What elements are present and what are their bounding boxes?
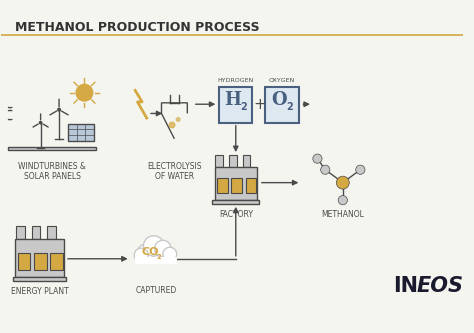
Text: 2: 2	[157, 254, 162, 260]
Circle shape	[169, 122, 175, 128]
Text: HYDROGEN: HYDROGEN	[218, 79, 254, 84]
Circle shape	[313, 154, 322, 163]
Circle shape	[137, 244, 154, 261]
Bar	[18, 253, 30, 270]
Text: +: +	[254, 97, 266, 112]
Bar	[215, 166, 257, 200]
Bar	[47, 226, 56, 239]
Text: WINDTURBINES &
SOLAR PANELS: WINDTURBINES & SOLAR PANELS	[18, 162, 86, 181]
Bar	[9, 147, 96, 151]
Text: OXYGEN: OXYGEN	[269, 79, 295, 84]
Text: CAPTURED: CAPTURED	[135, 285, 177, 294]
Bar	[229, 155, 237, 166]
Text: 2: 2	[240, 102, 246, 112]
Circle shape	[176, 118, 180, 121]
Bar	[212, 200, 259, 204]
FancyBboxPatch shape	[265, 87, 299, 123]
Bar	[13, 277, 66, 281]
FancyBboxPatch shape	[219, 87, 252, 123]
Bar	[15, 239, 64, 277]
Bar	[16, 226, 25, 239]
Circle shape	[134, 248, 148, 262]
Bar	[32, 226, 40, 239]
Text: METHANOL PRODUCTION PROCESS: METHANOL PRODUCTION PROCESS	[15, 21, 260, 34]
Circle shape	[155, 240, 171, 257]
Circle shape	[356, 165, 365, 174]
Circle shape	[163, 247, 177, 261]
Circle shape	[337, 176, 349, 189]
Circle shape	[321, 165, 330, 174]
Text: O: O	[271, 91, 287, 109]
Text: ENERGY PLANT: ENERGY PLANT	[11, 287, 69, 296]
Bar	[231, 178, 242, 193]
Text: IN: IN	[393, 276, 419, 296]
Circle shape	[76, 84, 93, 101]
Bar	[68, 124, 94, 141]
Text: H: H	[225, 91, 241, 109]
Bar	[215, 155, 223, 166]
Bar	[34, 253, 46, 270]
Circle shape	[144, 236, 164, 256]
Circle shape	[338, 195, 347, 205]
Text: CO: CO	[141, 247, 159, 257]
Bar	[217, 178, 228, 193]
Text: EOS: EOS	[417, 276, 464, 296]
Text: METHANOL: METHANOL	[321, 210, 364, 219]
Text: FACTORY: FACTORY	[219, 210, 253, 219]
Bar	[50, 253, 63, 270]
Text: 2: 2	[286, 102, 292, 112]
Bar	[246, 178, 256, 193]
Circle shape	[58, 108, 60, 111]
Bar	[243, 155, 250, 166]
Circle shape	[39, 122, 42, 124]
Text: ELECTROLYSIS
OF WATER: ELECTROLYSIS OF WATER	[147, 162, 201, 181]
